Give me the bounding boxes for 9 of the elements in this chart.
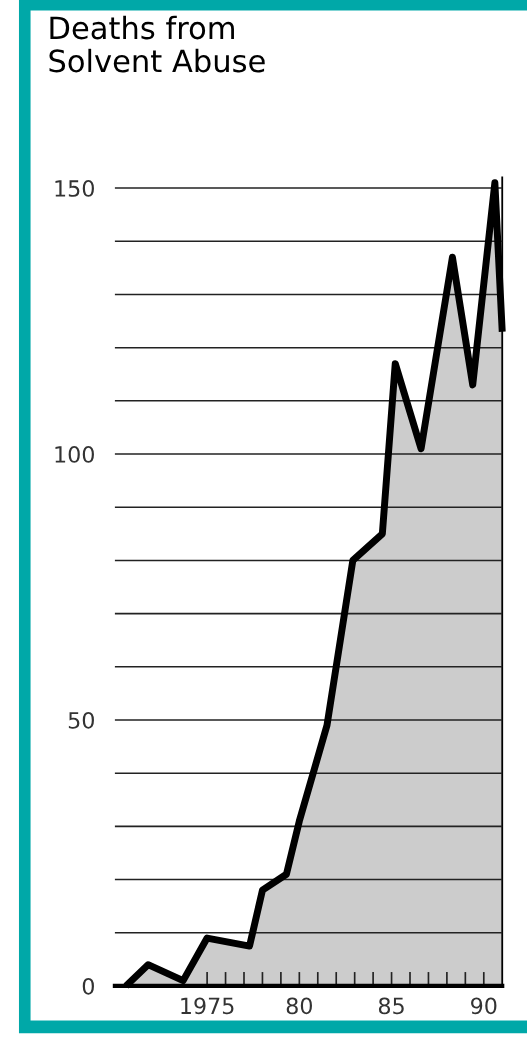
x-tick-label: 1975 (181, 997, 234, 1015)
chart-title: Deaths from Solvent Abuse (49, 15, 265, 73)
x-tick-label: 85 (378, 997, 404, 1015)
y-tick-label: 50 (68, 711, 94, 729)
x-tick-label: 90 (471, 997, 497, 1015)
y-tick-label: 150 (55, 180, 94, 197)
y-tick-label: 100 (55, 445, 94, 463)
x-tick-label: 80 (286, 997, 312, 1015)
y-tick-label: 0 (82, 977, 94, 995)
